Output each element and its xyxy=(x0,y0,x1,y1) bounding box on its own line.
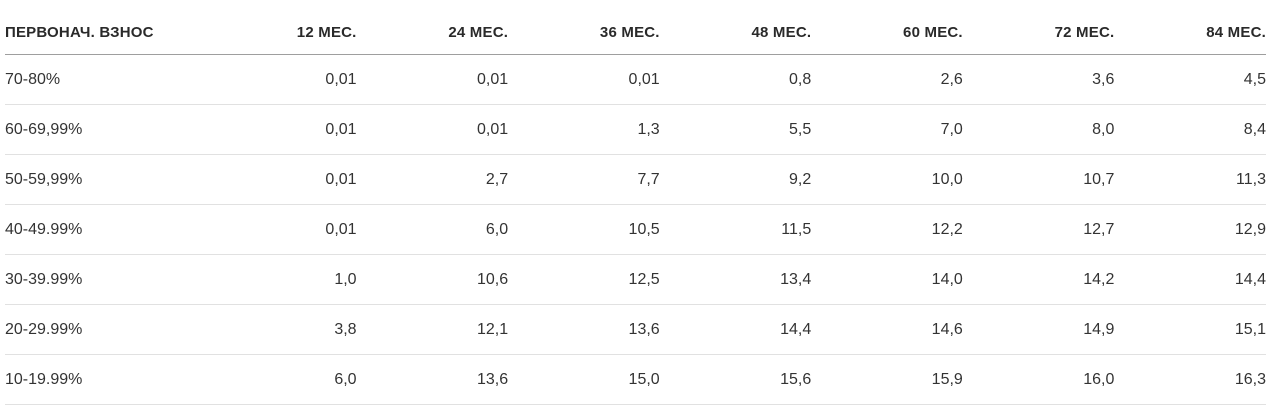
header-60-months: 60 МЕС. xyxy=(811,0,963,55)
table-cell: 4,5 xyxy=(1114,54,1266,105)
table-row: 50-59,99% 0,01 2,7 7,7 9,2 10,0 10,7 11,… xyxy=(5,154,1266,205)
table-cell: 5,5 xyxy=(659,104,812,155)
table-cell: 10,5 xyxy=(508,204,660,255)
table-cell: 14,4 xyxy=(659,304,812,355)
table-cell: 11,5 xyxy=(659,204,812,255)
table-cell: 15,1 xyxy=(1114,304,1266,355)
table-cell: 16,3 xyxy=(1114,354,1266,405)
table-cell: 0,01 xyxy=(356,104,509,155)
table-cell: 13,6 xyxy=(508,304,660,355)
row-label: 20-29.99% xyxy=(5,304,205,355)
table-cell: 2,7 xyxy=(356,154,509,205)
table-cell: 0,01 xyxy=(205,104,357,155)
table-row: 30-39.99% 1,0 10,6 12,5 13,4 14,0 14,2 1… xyxy=(5,254,1266,305)
table-cell: 7,0 xyxy=(811,104,963,155)
table-cell: 9,2 xyxy=(659,154,812,205)
row-label: 60-69,99% xyxy=(5,104,205,155)
row-label: 70-80% xyxy=(5,54,205,105)
table-cell: 10,7 xyxy=(962,154,1115,205)
row-label: 30-39.99% xyxy=(5,254,205,305)
table-cell: 0,01 xyxy=(356,54,509,105)
row-label: 50-59,99% xyxy=(5,154,205,205)
table-cell: 12,2 xyxy=(811,204,963,255)
table-body: 70-80% 0,01 0,01 0,01 0,8 2,6 3,6 4,5 60… xyxy=(5,54,1266,405)
table-cell: 14,2 xyxy=(962,254,1115,305)
table-cell: 14,6 xyxy=(811,304,963,355)
table-cell: 0,01 xyxy=(205,154,357,205)
table-row: 40-49.99% 0,01 6,0 10,5 11,5 12,2 12,7 1… xyxy=(5,204,1266,255)
table-cell: 12,7 xyxy=(962,204,1115,255)
table-cell: 8,4 xyxy=(1114,104,1266,155)
table-cell: 10,0 xyxy=(811,154,963,205)
header-72-months: 72 МЕС. xyxy=(962,0,1115,55)
table-cell: 1,0 xyxy=(205,254,357,305)
table-cell: 14,0 xyxy=(811,254,963,305)
table-cell: 11,3 xyxy=(1114,154,1266,205)
table-cell: 14,9 xyxy=(962,304,1115,355)
table-cell: 6,0 xyxy=(356,204,509,255)
table-cell: 12,5 xyxy=(508,254,660,305)
row-label: 40-49.99% xyxy=(5,204,205,255)
table-cell: 13,4 xyxy=(659,254,812,305)
header-row: ПЕРВОНАЧ. ВЗНОС 12 МЕС. 24 МЕС. 36 МЕС. … xyxy=(5,0,1266,55)
table-cell: 7,7 xyxy=(508,154,660,205)
table-cell: 0,01 xyxy=(205,54,357,105)
table-header: ПЕРВОНАЧ. ВЗНОС 12 МЕС. 24 МЕС. 36 МЕС. … xyxy=(5,0,1266,55)
table-cell: 15,9 xyxy=(811,354,963,405)
row-label: 10-19.99% xyxy=(5,354,205,405)
table-cell: 14,4 xyxy=(1114,254,1266,305)
table-cell: 12,9 xyxy=(1114,204,1266,255)
table-row: 70-80% 0,01 0,01 0,01 0,8 2,6 3,6 4,5 xyxy=(5,54,1266,105)
table-cell: 2,6 xyxy=(811,54,963,105)
header-down-payment: ПЕРВОНАЧ. ВЗНОС xyxy=(5,0,205,55)
table-row: 20-29.99% 3,8 12,1 13,6 14,4 14,6 14,9 1… xyxy=(5,304,1266,355)
header-12-months: 12 МЕС. xyxy=(205,0,357,55)
table-cell: 3,8 xyxy=(205,304,357,355)
table-cell: 3,6 xyxy=(962,54,1115,105)
header-48-months: 48 МЕС. xyxy=(659,0,812,55)
table-cell: 16,0 xyxy=(962,354,1115,405)
table-cell: 0,01 xyxy=(205,204,357,255)
table-row: 60-69,99% 0,01 0,01 1,3 5,5 7,0 8,0 8,4 xyxy=(5,104,1266,155)
rate-table: ПЕРВОНАЧ. ВЗНОС 12 МЕС. 24 МЕС. 36 МЕС. … xyxy=(5,0,1266,405)
table-cell: 0,8 xyxy=(659,54,812,105)
table-cell: 12,1 xyxy=(356,304,509,355)
table-cell: 15,0 xyxy=(508,354,660,405)
table-cell: 15,6 xyxy=(659,354,812,405)
table-cell: 0,01 xyxy=(508,54,660,105)
table-cell: 10,6 xyxy=(356,254,509,305)
header-24-months: 24 МЕС. xyxy=(356,0,509,55)
table-cell: 8,0 xyxy=(962,104,1115,155)
table-cell: 13,6 xyxy=(356,354,509,405)
header-84-months: 84 МЕС. xyxy=(1114,0,1266,55)
table-row: 10-19.99% 6,0 13,6 15,0 15,6 15,9 16,0 1… xyxy=(5,354,1266,405)
table-cell: 1,3 xyxy=(508,104,660,155)
table-cell: 6,0 xyxy=(205,354,357,405)
header-36-months: 36 МЕС. xyxy=(508,0,660,55)
